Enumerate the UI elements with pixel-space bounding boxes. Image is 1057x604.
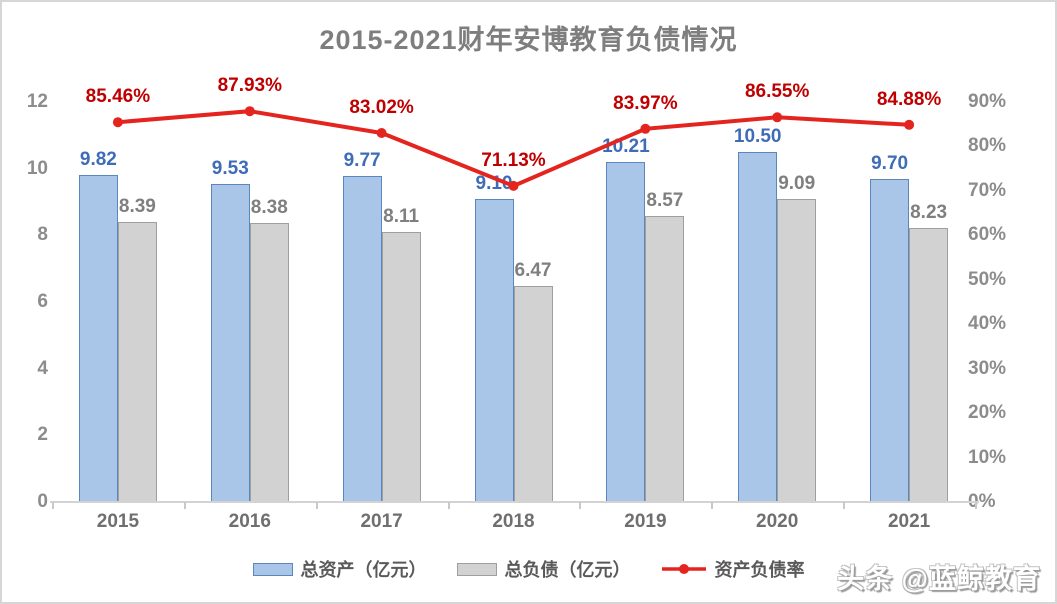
bar-total-liabilities-2020 <box>777 199 817 502</box>
y-axis-left-label: 0 <box>37 491 48 512</box>
bar-total-liabilities-2017 <box>381 231 421 502</box>
y-axis-right-label: 40% <box>968 313 1007 335</box>
x-axis-tick <box>315 502 318 509</box>
x-axis-label-2020: 2020 <box>756 511 799 532</box>
ratio-point-2018 <box>508 180 519 191</box>
liabilities-value-label-2020: 9.09 <box>778 173 816 194</box>
y-axis-right-label: 20% <box>968 402 1007 424</box>
y-axis-right-label: 60% <box>968 224 1007 246</box>
bar-total-assets-2018 <box>474 198 514 502</box>
x-axis-label-2017: 2017 <box>360 511 403 532</box>
liabilities-value-label-2021: 8.23 <box>910 201 948 223</box>
y-axis-left-label: 4 <box>37 357 48 379</box>
liabilities-value-label-2015: 8.39 <box>118 196 156 218</box>
liabilities-value-label-2016: 8.38 <box>250 196 288 218</box>
y-axis-right-label: 80% <box>968 135 1007 157</box>
bar-total-assets-2015 <box>78 174 118 502</box>
assets-value-label-2017: 9.77 <box>343 150 381 172</box>
ratio-value-label-2017: 83.02% <box>349 97 414 118</box>
legend-item-ratio: 资产负债率 <box>661 556 805 582</box>
ratio-point-2020 <box>772 112 783 123</box>
x-axis-label-2015: 2015 <box>96 511 140 532</box>
ratio-value-label-2020: 86.55% <box>744 81 810 103</box>
x-axis-line <box>50 501 979 503</box>
bar-total-liabilities-2018 <box>513 286 553 502</box>
bar-total-assets-2017 <box>342 176 382 502</box>
legend-swatch-liabilities <box>456 562 497 576</box>
bar-total-assets-2020 <box>738 152 778 502</box>
ratio-point-2016 <box>244 106 255 117</box>
ratio-value-label-2019: 83.97% <box>613 92 678 114</box>
y-axis-left-label: 12 <box>26 91 48 112</box>
assets-value-label-2018: 9.10 <box>475 172 513 194</box>
legend-item-liabilities: 总负债（亿元） <box>456 556 631 582</box>
x-axis-tick <box>579 502 582 509</box>
x-axis-label-2019: 2019 <box>624 511 667 532</box>
bar-total-liabilities-2019 <box>645 216 685 502</box>
y-axis-right-label: 30% <box>968 357 1007 379</box>
ratio-point-2019 <box>640 123 651 134</box>
assets-value-label-2021: 9.70 <box>871 152 909 174</box>
x-axis-label-2016: 2016 <box>228 511 271 532</box>
x-axis-tick <box>843 502 846 509</box>
chart-title: 2015-2021财年安博教育负债情况 <box>319 25 738 55</box>
legend-swatch-assets <box>252 562 293 576</box>
bar-total-assets-2019 <box>606 161 646 502</box>
legend-item-assets: 总资产（亿元） <box>252 556 427 582</box>
y-axis-left-label: 2 <box>37 424 48 446</box>
assets-value-label-2016: 9.53 <box>211 158 249 180</box>
x-axis-tick <box>975 502 977 509</box>
ratio-point-2015 <box>112 117 123 128</box>
bar-total-liabilities-2015 <box>117 222 157 502</box>
ratio-point-2017 <box>376 128 387 138</box>
x-axis-label-2018: 2018 <box>492 511 535 532</box>
ratio-line <box>117 109 910 189</box>
legend-label-ratio: 资产负债率 <box>714 560 805 580</box>
y-axis-right-label: 90% <box>968 91 1007 112</box>
bar-total-assets-2021 <box>870 178 910 502</box>
y-axis-right-label: 70% <box>968 179 1007 201</box>
legend-label-liabilities: 总负债（亿元） <box>504 560 631 580</box>
watermark: 头条 @蓝鲸教育 <box>837 564 1041 594</box>
assets-value-label-2020: 10.50 <box>733 126 782 147</box>
x-axis-tick <box>447 502 450 509</box>
x-axis-tick <box>183 502 186 509</box>
legend-label-assets: 总资产（亿元） <box>300 560 427 580</box>
ratio-value-label-2016: 87.93% <box>217 75 283 97</box>
liabilities-value-label-2017: 8.11 <box>383 205 420 227</box>
y-axis-left-label: 10 <box>26 157 48 179</box>
y-axis-left-label: 6 <box>37 291 48 312</box>
ratio-point-2021 <box>904 119 915 130</box>
ratio-value-label-2015: 85.46% <box>85 86 151 108</box>
ratio-value-label-2021: 84.88% <box>876 88 942 110</box>
x-axis-label-2021: 2021 <box>887 511 931 532</box>
bar-total-liabilities-2016 <box>249 222 289 502</box>
legend: 总资产（亿元） 总负债（亿元） 资产负债率 <box>2 556 1055 582</box>
y-axis-right-label: 0% <box>968 491 996 512</box>
bar-total-assets-2016 <box>210 184 250 502</box>
y-axis-right-label: 10% <box>968 446 1007 468</box>
y-axis-right-label: 50% <box>968 268 1007 290</box>
x-axis-tick <box>711 502 714 509</box>
assets-value-label-2015: 9.82 <box>79 148 117 170</box>
x-axis-tick <box>52 502 54 509</box>
liabilities-value-label-2019: 8.57 <box>646 190 684 212</box>
liabilities-value-label-2018: 6.47 <box>514 260 552 282</box>
bar-total-liabilities-2021 <box>909 227 949 502</box>
y-axis-left-label: 8 <box>37 224 48 246</box>
ratio-value-label-2018: 71.13% <box>481 149 546 171</box>
legend-line-swatch <box>661 564 706 574</box>
